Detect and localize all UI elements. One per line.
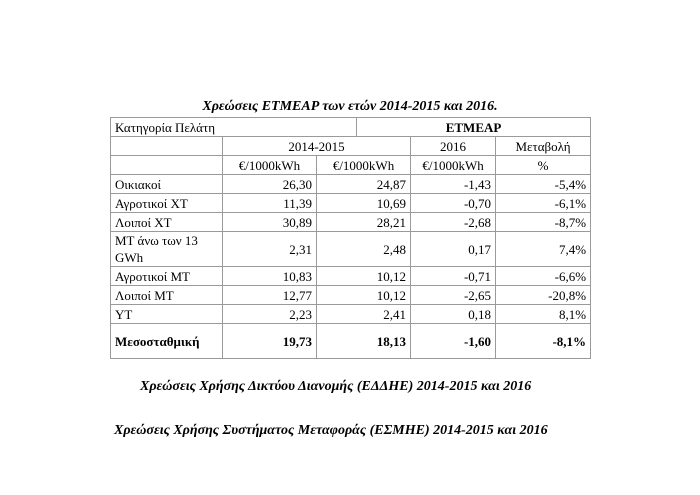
row-value-2014-2015: 10,83 bbox=[222, 266, 317, 286]
row-change-abs: -1,60 bbox=[410, 323, 497, 359]
row-change-abs: -2,65 bbox=[410, 285, 497, 305]
row-change-abs: -0,70 bbox=[410, 193, 497, 213]
row-category: Λοιποί ΧΤ bbox=[110, 212, 223, 232]
header-period-2016: 2016 bbox=[410, 136, 497, 156]
row-change-abs: -1,43 bbox=[410, 174, 497, 194]
row-change-pct: -5,4% bbox=[495, 174, 592, 194]
header-etmear: ΕΤΜΕΑΡ bbox=[356, 117, 592, 137]
row-change-pct: -8,1% bbox=[495, 323, 592, 359]
table-row: Αγροτικοί ΜΤ 10,83 10,12 -0,71 -6,6% bbox=[110, 266, 592, 286]
row-change-pct: -6,1% bbox=[495, 193, 592, 213]
table-row: Λοιποί ΧΤ 30,89 28,21 -2,68 -8,7% bbox=[110, 212, 592, 232]
row-category: ΥΤ bbox=[110, 304, 223, 324]
header-row-2: 2014-2015 2016 Μεταβολή bbox=[110, 136, 592, 156]
row-value-2014-2015: 30,89 bbox=[222, 212, 317, 232]
row-value-2016: 18,13 bbox=[315, 323, 412, 359]
row-value-2016: 10,12 bbox=[315, 285, 412, 305]
row-change-abs: -2,68 bbox=[410, 212, 497, 232]
row-change-abs: 0,17 bbox=[410, 231, 497, 267]
row-category: Μεσοσταθμική bbox=[110, 323, 223, 359]
row-value-2016: 10,12 bbox=[315, 266, 412, 286]
table-row: Αγροτικοί ΧΤ 11,39 10,69 -0,70 -6,1% bbox=[110, 193, 592, 213]
distribution-heading: Χρεώσεις Χρήσης Δικτύου Διανομής (ΕΔΔΗΕ)… bbox=[140, 379, 532, 394]
row-change-abs: -0,71 bbox=[410, 266, 497, 286]
header-empty-cell bbox=[110, 155, 223, 175]
row-change-pct: -8,7% bbox=[495, 212, 592, 232]
row-value-2014-2015: 19,73 bbox=[222, 323, 317, 359]
row-category: Αγροτικοί ΜΤ bbox=[110, 266, 223, 286]
row-category: ΜΤ άνω των 13 GWh bbox=[110, 231, 223, 267]
header-unit-1: €/1000kWh bbox=[222, 155, 317, 175]
row-change-pct: -20,8% bbox=[495, 285, 592, 305]
row-change-pct: 7,4% bbox=[495, 231, 592, 267]
header-unit-4: % bbox=[495, 155, 592, 175]
row-value-2016: 10,69 bbox=[315, 193, 412, 213]
row-value-2016: 24,87 bbox=[315, 174, 412, 194]
row-value-2014-2015: 26,30 bbox=[222, 174, 317, 194]
row-value-2014-2015: 2,31 bbox=[222, 231, 317, 267]
row-change-abs: 0,18 bbox=[410, 304, 497, 324]
row-value-2014-2015: 12,77 bbox=[222, 285, 317, 305]
row-value-2016: 2,41 bbox=[315, 304, 412, 324]
table-row: Οικιακοί 26,30 24,87 -1,43 -5,4% bbox=[110, 174, 592, 194]
table-row: ΜΤ άνω των 13 GWh 2,31 2,48 0,17 7,4% bbox=[110, 231, 592, 267]
header-empty-cell bbox=[110, 136, 223, 156]
table-title: Χρεώσεις ΕΤΜΕΑΡ των ετών 2014-2015 και 2… bbox=[202, 99, 498, 114]
header-row-1: Κατηγορία Πελάτη ΕΤΜΕΑΡ bbox=[109, 117, 592, 137]
header-category: Κατηγορία Πελάτη bbox=[109, 117, 358, 137]
header-unit-3: €/1000kWh bbox=[410, 155, 497, 175]
etmear-charges-table: Κατηγορία Πελάτη ΕΤΜΕΑΡ 2014-2015 2016 Μ… bbox=[109, 117, 592, 359]
row-change-pct: 8,1% bbox=[495, 304, 592, 324]
row-change-pct: -6,6% bbox=[495, 266, 592, 286]
table-row: ΥΤ 2,23 2,41 0,18 8,1% bbox=[110, 304, 592, 324]
table-row: Λοιποί ΜΤ 12,77 10,12 -2,65 -20,8% bbox=[110, 285, 592, 305]
row-category: Οικιακοί bbox=[110, 174, 223, 194]
row-value-2016: 2,48 bbox=[315, 231, 412, 267]
row-value-2014-2015: 11,39 bbox=[222, 193, 317, 213]
header-period-2014-2015: 2014-2015 bbox=[221, 136, 412, 156]
row-category: Αγροτικοί ΧΤ bbox=[110, 193, 223, 213]
header-change: Μεταβολή bbox=[495, 136, 592, 156]
transmission-heading: Χρεώσεις Χρήσης Συστήματος Μεταφοράς (ΕΣ… bbox=[114, 423, 548, 438]
table-row-weighted-average: Μεσοσταθμική 19,73 18,13 -1,60 -8,1% bbox=[110, 323, 592, 359]
row-value-2014-2015: 2,23 bbox=[222, 304, 317, 324]
row-value-2016: 28,21 bbox=[315, 212, 412, 232]
header-row-3: €/1000kWh €/1000kWh €/1000kWh % bbox=[110, 155, 592, 175]
header-unit-2: €/1000kWh bbox=[315, 155, 412, 175]
row-category: Λοιποί ΜΤ bbox=[110, 285, 223, 305]
